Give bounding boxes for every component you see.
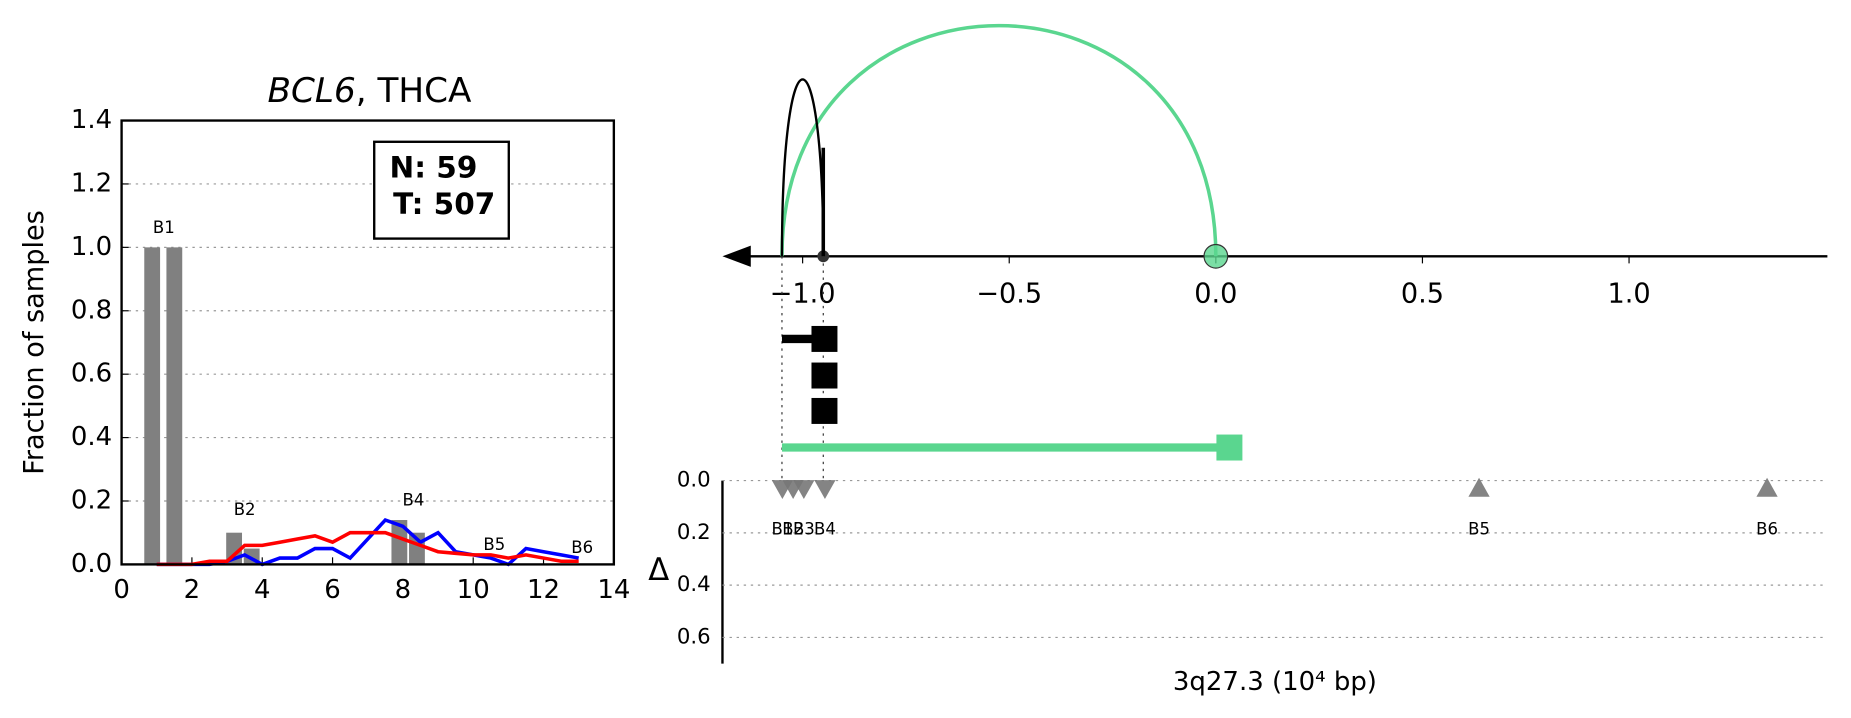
- x-tick-label: −1.0: [770, 279, 836, 310]
- bar-label: B6: [571, 538, 593, 557]
- x-tick-label: 0: [113, 575, 130, 605]
- segment-end: [811, 397, 838, 424]
- point-label: B3: [793, 520, 815, 539]
- bar-label: B4: [403, 490, 425, 509]
- segment-end: [811, 362, 838, 389]
- bar-label: B1: [153, 218, 175, 237]
- title-part: , THCA: [356, 71, 472, 111]
- y-tick-label: 0.6: [677, 624, 711, 649]
- y-axis-label: Δ: [648, 553, 669, 588]
- x-tick-label: −0.5: [976, 279, 1042, 310]
- x-tick-label: 0.5: [1401, 279, 1444, 310]
- y-tick-label: 1.4: [71, 105, 112, 135]
- x-axis-label: 3q27.3 (10⁴ bp): [1173, 667, 1377, 697]
- y-tick-label: 0.4: [71, 422, 112, 452]
- x-tick-label: 2: [184, 575, 201, 605]
- y-tick-label: 0.0: [71, 549, 112, 579]
- arc-end: [1203, 243, 1229, 269]
- x-tick-label: 14: [597, 575, 630, 605]
- bar-label: B2: [234, 500, 256, 519]
- bar: [166, 247, 183, 565]
- annotation-box: [373, 140, 510, 240]
- plot-frame: [120, 119, 616, 566]
- x-tick-label: 0.0: [1194, 279, 1237, 310]
- arc: [780, 78, 825, 257]
- bar: [144, 247, 161, 565]
- delta-marker: [1468, 477, 1490, 497]
- x-tick-label: 4: [254, 575, 271, 605]
- point-label: B2: [782, 520, 804, 539]
- x-tick-label: 1.0: [1607, 279, 1650, 310]
- point-label: B6: [1756, 520, 1778, 539]
- title-part: BCL6: [268, 71, 356, 111]
- series-line: [156, 530, 579, 567]
- point-label: B5: [1468, 520, 1490, 539]
- chart-title: BCL6, THCA: [268, 71, 472, 111]
- segment-end: [811, 325, 838, 352]
- delta-marker: [1756, 477, 1778, 497]
- annotation-text: N: 59: [390, 150, 478, 184]
- x-tick-label: 6: [324, 575, 341, 605]
- x-tick-label: 12: [527, 575, 560, 605]
- y-tick-label: 0.4: [677, 572, 711, 597]
- y-tick-label: 0.0: [677, 468, 711, 493]
- bar-label: B5: [483, 535, 505, 554]
- y-tick-label: 1.2: [71, 168, 112, 198]
- annotation-text: T: 507: [393, 187, 495, 221]
- y-tick-label: 0.2: [71, 485, 112, 515]
- segment-end: [1216, 434, 1243, 461]
- bar: [391, 520, 408, 565]
- delta-marker: [793, 480, 815, 500]
- point-label: B4: [814, 520, 836, 539]
- y-tick-label: 0.8: [71, 295, 112, 325]
- point-label: B1: [771, 520, 793, 539]
- y-axis-label: Fraction of samples: [19, 210, 50, 475]
- y-tick-label: 1.0: [71, 232, 112, 262]
- x-tick-label: 10: [457, 575, 490, 605]
- y-tick-label: 0.6: [71, 359, 112, 389]
- delta-marker: [814, 480, 836, 500]
- x-tick-label: 8: [395, 575, 412, 605]
- axis-arrow: [722, 245, 751, 267]
- y-tick-label: 0.2: [677, 520, 711, 545]
- arc: [780, 24, 1218, 257]
